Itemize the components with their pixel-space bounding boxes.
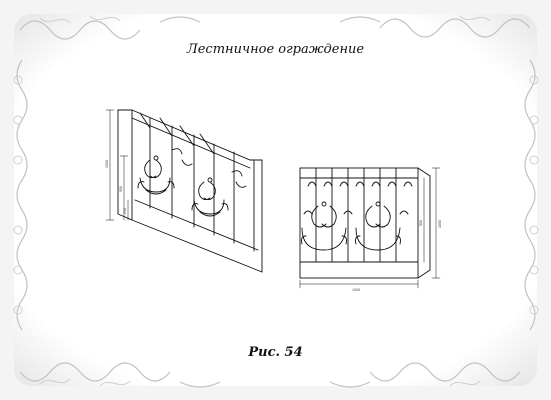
- dim-left-total: 1000: [105, 160, 109, 168]
- right-railing-view: [299, 167, 441, 289]
- left-railing-view: [105, 109, 263, 273]
- dim-right-height-inner: 900: [419, 220, 423, 226]
- page-title: Лестничное ограждение: [186, 42, 365, 57]
- dim-left-mid: 900: [119, 186, 123, 192]
- scroll-ornament: [301, 201, 409, 251]
- dim-right-width: 1000: [352, 288, 360, 292]
- scroll-ornament: [137, 148, 247, 217]
- dim-right-height: 1000: [438, 220, 442, 228]
- dim-left-small: 250: [123, 208, 127, 214]
- figure-caption: Рис. 54: [248, 345, 303, 360]
